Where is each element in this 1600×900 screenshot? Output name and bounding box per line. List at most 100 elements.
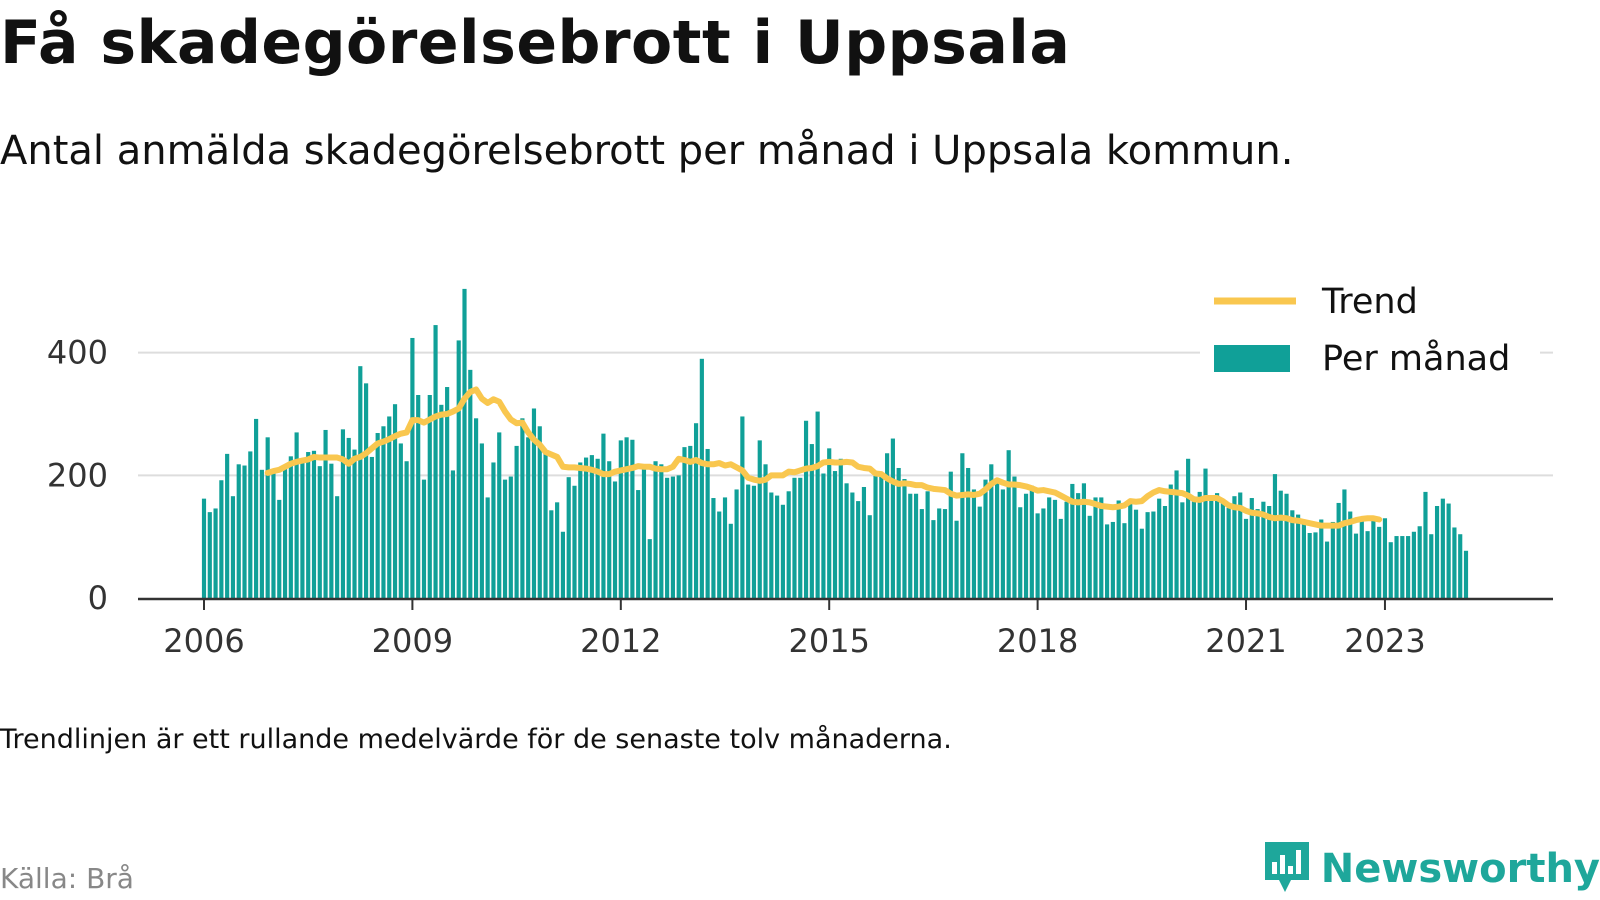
bar <box>948 471 953 598</box>
bar <box>612 481 618 598</box>
bar <box>1186 458 1191 598</box>
bar <box>607 461 612 598</box>
bar <box>468 369 473 598</box>
bar <box>885 453 890 598</box>
bar <box>890 438 895 598</box>
bar <box>705 448 710 598</box>
bar <box>508 476 513 598</box>
axes: 0 200 400 2006 2009 2012 2015 2018 2021 2023 <box>47 334 1553 660</box>
bar <box>1377 526 1382 598</box>
bar <box>977 506 982 598</box>
x-tick-label: 2018 <box>997 622 1078 660</box>
legend-label-trend: Trend <box>1321 282 1418 322</box>
bar <box>688 445 693 598</box>
bar <box>647 539 652 598</box>
bar <box>1226 507 1231 598</box>
bar <box>427 394 432 598</box>
bar <box>1099 497 1104 598</box>
bar <box>225 453 230 598</box>
x-tick-label: 2015 <box>788 622 869 660</box>
bar <box>1249 498 1254 598</box>
bar <box>809 444 814 598</box>
newsworthy-logo-icon <box>1264 842 1309 892</box>
bar <box>1232 496 1237 598</box>
bar <box>306 452 311 598</box>
bar <box>537 426 542 598</box>
bar <box>387 416 392 598</box>
bar <box>1151 511 1156 598</box>
bar <box>717 511 722 598</box>
bar <box>653 461 658 598</box>
x-tick-label: 2012 <box>580 622 661 660</box>
bar <box>317 466 322 598</box>
legend-label-per-manad: Per månad <box>1322 338 1510 379</box>
bar <box>1446 503 1451 598</box>
bar <box>844 483 849 598</box>
bar <box>728 523 733 598</box>
bar <box>329 463 334 598</box>
bar <box>815 411 820 598</box>
bar <box>497 432 502 598</box>
bar <box>1382 518 1388 598</box>
bar <box>960 453 965 598</box>
bar <box>966 467 971 598</box>
bar <box>856 501 861 598</box>
bar <box>1041 508 1046 598</box>
y-tick-label: 200 <box>47 456 108 494</box>
bar <box>1406 536 1411 598</box>
chart-subtitle: Antal anmälda skadegörelsebrott per måna… <box>0 128 1294 174</box>
bar <box>601 433 606 598</box>
bar <box>803 420 809 598</box>
bar <box>832 471 838 598</box>
bar <box>942 509 948 598</box>
bar <box>879 474 884 598</box>
bar <box>1307 532 1312 598</box>
bar <box>1047 497 1052 598</box>
y-tick-label: 0 <box>88 579 108 617</box>
bar <box>1081 483 1087 598</box>
bar <box>421 479 427 598</box>
brand-logo[interactable]: Newsworthy <box>1261 840 1600 898</box>
bar <box>398 443 403 598</box>
bar <box>1313 532 1318 598</box>
bar <box>1267 506 1272 598</box>
bar <box>1458 534 1463 598</box>
bar <box>595 458 600 598</box>
bar <box>479 443 484 598</box>
bar <box>751 485 757 598</box>
bar <box>636 490 641 598</box>
bar <box>693 423 699 598</box>
bar <box>792 477 797 598</box>
bar <box>323 429 328 598</box>
bar <box>375 433 380 598</box>
bar <box>502 479 508 598</box>
bar <box>572 485 577 598</box>
bar <box>410 337 415 598</box>
x-tick-label: 2023 <box>1344 622 1425 660</box>
bar <box>560 531 566 598</box>
bar <box>699 358 704 598</box>
bar <box>1417 526 1422 598</box>
bar <box>711 498 716 598</box>
bar <box>971 489 977 598</box>
bar <box>983 479 988 598</box>
source-credit: Källa: Brå <box>0 862 134 895</box>
bar <box>259 469 264 598</box>
bar <box>913 493 919 598</box>
bar <box>265 437 270 598</box>
bar <box>1174 470 1179 598</box>
bar <box>1342 489 1347 598</box>
bar <box>1238 492 1243 598</box>
bar <box>1018 507 1023 598</box>
bar <box>734 489 739 598</box>
trend-line <box>264 386 1383 529</box>
bar <box>873 475 878 598</box>
bar <box>665 477 670 598</box>
bar <box>1145 512 1150 598</box>
bar <box>1359 517 1364 598</box>
bar <box>1110 521 1115 598</box>
bar <box>236 464 241 598</box>
bar <box>1348 511 1353 598</box>
bar <box>589 455 594 598</box>
bar <box>445 387 450 598</box>
